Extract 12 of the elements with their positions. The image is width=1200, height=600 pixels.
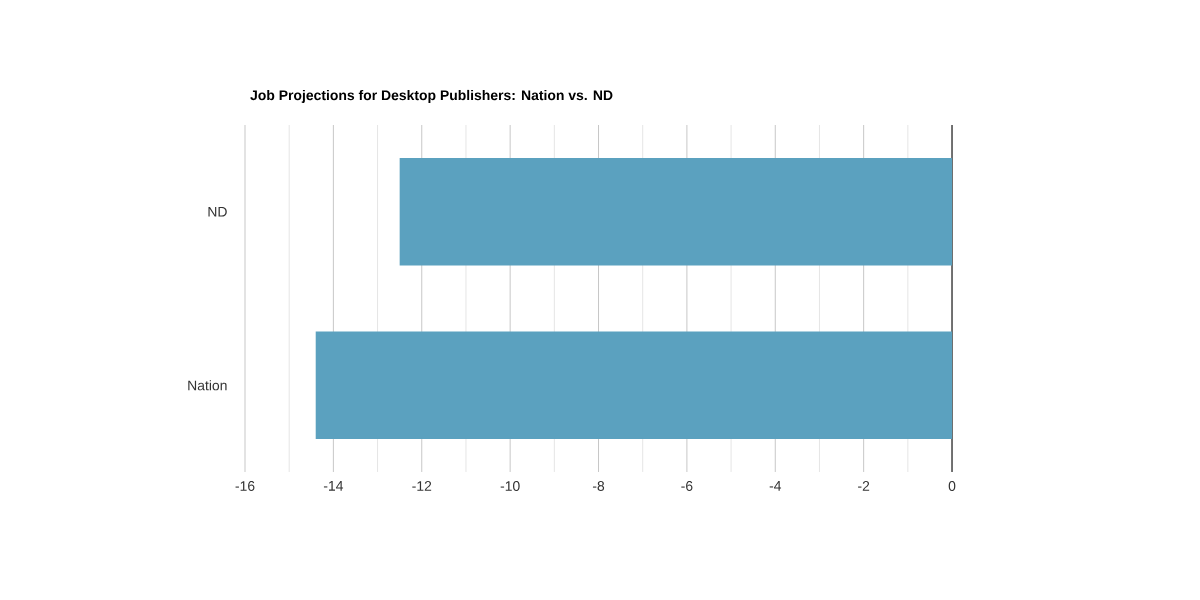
x-tick-label: -4 bbox=[769, 481, 782, 491]
x-tick-label: -16 bbox=[235, 481, 255, 491]
x-tick-label: -12 bbox=[412, 481, 432, 491]
y-tick-label: ND bbox=[208, 206, 227, 217]
x-tick-label: -10 bbox=[500, 481, 520, 491]
chart-title: Job Projections for Desktop Publishers: Nation vs. ND bbox=[250, 89, 613, 103]
x-tick-label: -2 bbox=[858, 481, 870, 491]
x-tick-label: 0 bbox=[948, 481, 956, 491]
x-tick-label: -14 bbox=[323, 481, 344, 491]
x-tick-label: -8 bbox=[592, 481, 605, 491]
y-tick-label: Nation bbox=[188, 380, 227, 391]
x-tick-label: -6 bbox=[681, 481, 693, 491]
